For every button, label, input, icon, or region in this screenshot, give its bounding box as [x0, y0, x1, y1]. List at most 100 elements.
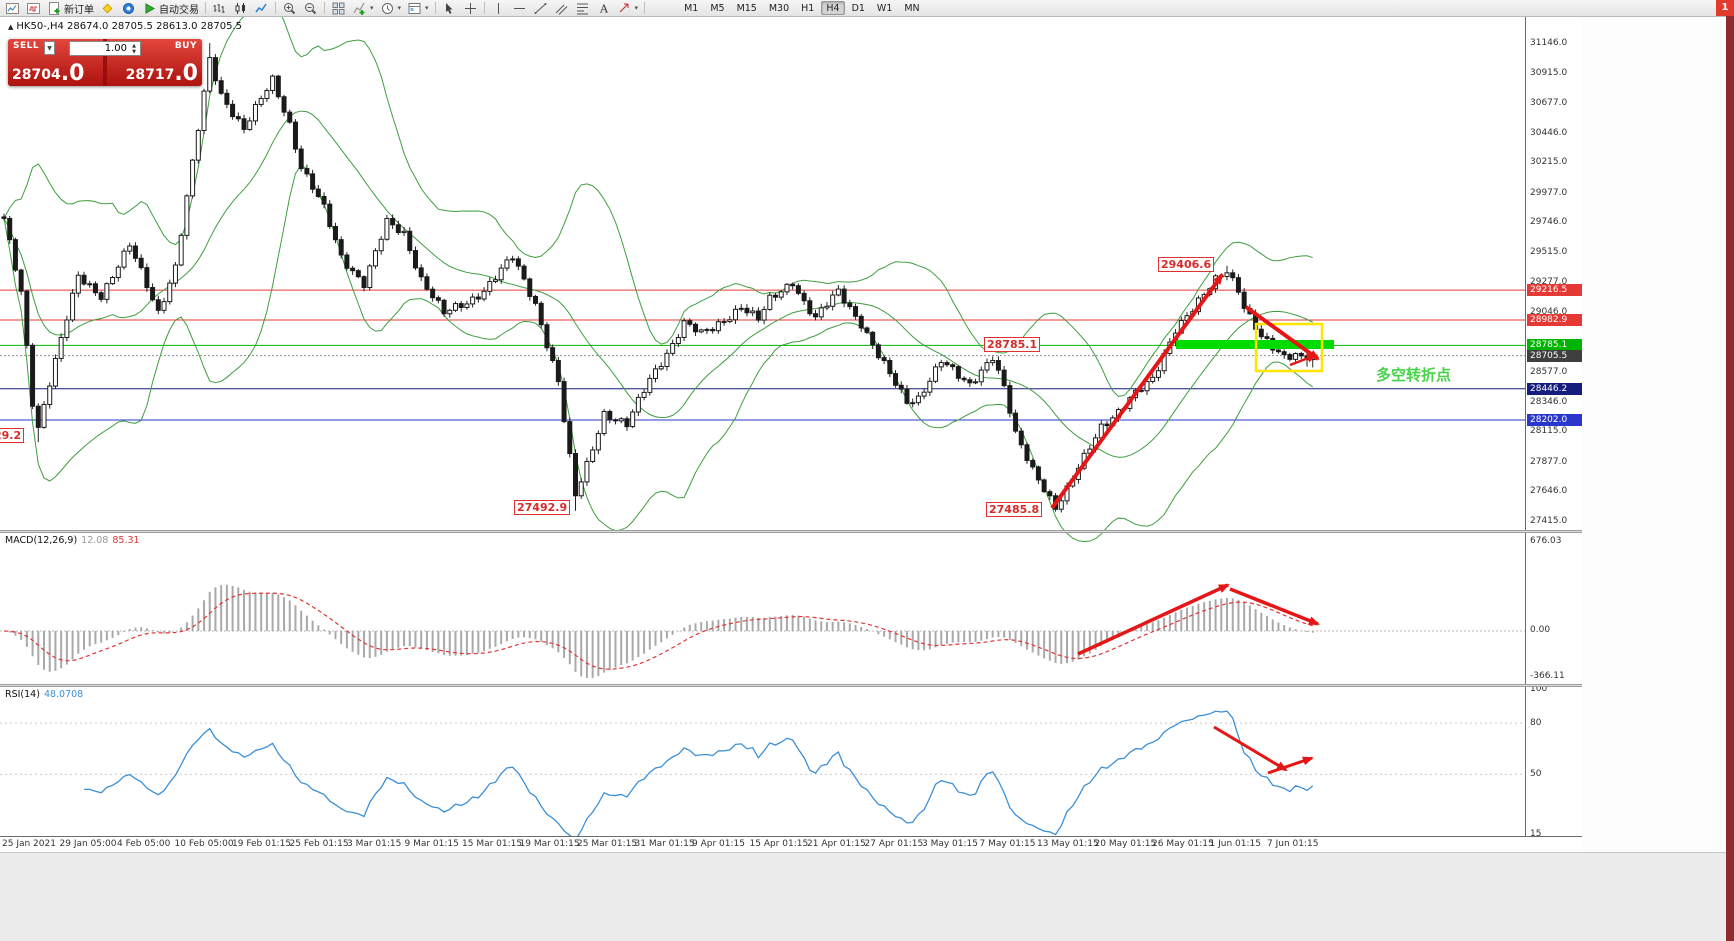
rsi-scale-label: 50 [1530, 769, 1542, 780]
tile-windows-button[interactable] [328, 1, 349, 16]
chart-bars-icon [212, 1, 227, 16]
timeframe-m15-button[interactable]: M15 [736, 3, 757, 14]
collapse-triangle-icon[interactable]: ▲ [8, 23, 14, 31]
time-axis-label: 13 May 01:15 [1037, 839, 1099, 849]
indicators-icon [352, 1, 367, 16]
arrows-tool-icon [617, 1, 632, 16]
ohlc-text: HK50-,H4 28674.0 28705.5 28613.0 28705.5 [16, 21, 242, 32]
fibonacci-button[interactable] [572, 1, 593, 16]
macd-name: MACD(12,26,9) [5, 535, 78, 546]
price-axis-label: 30915.0 [1530, 67, 1568, 78]
indicators-button[interactable]: ▾ [349, 1, 377, 16]
text-tool-button[interactable]: A [593, 1, 614, 16]
autotrading-label: 自动交易 [159, 4, 199, 16]
tick-chart-icon [26, 1, 41, 16]
toolbar-separator [434, 2, 436, 14]
time-axis[interactable]: 25 Jan 2021 29 Jan 05:00 4 Feb 05:00 10 Feb… [0, 837, 1582, 852]
macd-scale-label: 676.03 [1530, 536, 1562, 546]
trend-line-button[interactable] [530, 1, 551, 16]
toolbar-items: 新订单 自动交易 ▾ ▾ ▾ A ▾ M1 M5 M15 M30 H1 H4 D1 W1 MN [0, 0, 1734, 16]
timeframe-d1-button[interactable]: D1 [851, 3, 865, 14]
macd-scale-label: -366.11 [1530, 671, 1565, 681]
price-callout[interactable]: 29406.6 [1158, 257, 1215, 272]
chart-candles-button[interactable] [230, 1, 251, 16]
timeframe-h1-button[interactable]: H1 [801, 3, 815, 14]
dropdown-arrow-icon: ▾ [370, 4, 374, 12]
fibonacci-icon [575, 1, 590, 16]
time-axis-label: 4 Feb 05:00 [117, 839, 171, 849]
pane-separator-rsi[interactable] [0, 684, 1582, 687]
time-axis-label: 25 Feb 01:15 [289, 839, 349, 849]
rsi-indicator-label: RSI(14) 48.0708 [5, 689, 83, 700]
price-callout[interactable]: 28029.2 [0, 428, 25, 443]
spin-up-icon[interactable]: ▲ [132, 42, 136, 49]
buy-price: 28717.0 [125, 61, 198, 86]
timeframe-h4-button[interactable]: H4 [821, 1, 845, 15]
zoom-in-icon [282, 1, 297, 16]
timeframe-m1-button[interactable]: M1 [684, 3, 699, 14]
turning-point-annotation[interactable]: 多空转折点 [1376, 366, 1452, 384]
toolbar-separator [324, 2, 325, 14]
price-axis[interactable]: 31146.0 30915.0 30677.0 30446.0 30215.0 29977… [1525, 17, 1582, 839]
symbol-ohlc-line: ▲ HK50-,H4 28674.0 28705.5 28613.0 28705.… [8, 21, 242, 32]
price-axis-label: 29046.0 [1530, 306, 1568, 317]
window-scrollbar[interactable] [1726, 16, 1734, 941]
volume-spinner[interactable]: ▲ ▼ [129, 42, 139, 55]
notification-badge[interactable]: 1 [1716, 0, 1734, 16]
toolbar-separator [275, 2, 276, 14]
zoom-in-button[interactable] [279, 1, 300, 16]
crosshair-button[interactable] [460, 1, 481, 16]
timeframe-w1-button[interactable]: W1 [876, 3, 893, 14]
timeframe-m30-button[interactable]: M30 [768, 3, 790, 14]
metaeditor-icon [100, 1, 115, 16]
time-axis-label: 31 Mar 01:15 [634, 839, 695, 849]
volume-dropdown[interactable]: ▼ [44, 41, 55, 55]
time-axis-label: 26 May 01:15 [1152, 839, 1214, 849]
arrows-tool-button[interactable]: ▾ [614, 1, 642, 16]
metaeditor-button[interactable] [97, 1, 118, 16]
price-tag: 28785.1 [1527, 339, 1582, 352]
time-axis-label: 27 Apr 01:15 [864, 839, 924, 849]
rsi-scale-label: 80 [1530, 718, 1542, 729]
volume-input[interactable]: 1.00 ▲ ▼ [69, 41, 141, 56]
time-axis-label: 9 Apr 01:15 [692, 839, 745, 849]
vertical-line-button[interactable] [488, 1, 509, 16]
chart-plot-area[interactable]: ▲ HK50-,H4 28674.0 28705.5 28613.0 28705.… [0, 17, 1525, 837]
cursor-button[interactable] [439, 1, 460, 16]
chart-canvas[interactable] [0, 17, 1525, 837]
dropdown-arrow-icon: ▾ [425, 4, 429, 12]
tile-windows-icon [331, 1, 346, 16]
chart-window-button[interactable] [2, 1, 23, 16]
periods-button[interactable]: ▾ [377, 1, 405, 16]
templates-button[interactable]: ▾ [404, 1, 432, 16]
tick-chart-button[interactable] [23, 1, 44, 16]
vertical-line-icon [491, 1, 506, 16]
price-axis-label: 31146.0 [1530, 38, 1568, 49]
macd-value-signal: 85.31 [112, 535, 140, 546]
equidistant-channel-button[interactable] [551, 1, 572, 16]
community-button[interactable] [118, 1, 139, 16]
equidistant-channel-icon [554, 1, 569, 16]
autotrading-button[interactable]: 自动交易 [139, 1, 202, 16]
new-order-icon [47, 1, 62, 16]
new-order-label: 新订单 [64, 4, 94, 16]
spin-down-icon[interactable]: ▼ [132, 48, 136, 55]
chart-bars-button[interactable] [209, 1, 230, 16]
zoom-out-button[interactable] [300, 1, 321, 16]
rsi-name: RSI(14) [5, 689, 40, 700]
time-axis-label: 15 Apr 01:15 [749, 839, 809, 849]
price-callout[interactable]: 27485.8 [986, 502, 1043, 517]
chart-line-button[interactable] [251, 1, 272, 16]
timeframe-m5-button[interactable]: M5 [710, 3, 725, 14]
price-callout[interactable]: 28785.1 [984, 337, 1041, 352]
timeframe-mn-button[interactable]: MN [904, 3, 920, 14]
time-axis-line [0, 836, 1582, 837]
pane-separator-macd[interactable] [0, 530, 1582, 533]
new-order-button[interactable]: 新订单 [44, 1, 97, 16]
horizontal-line-button[interactable] [509, 1, 530, 16]
price-axis-label: 27646.0 [1530, 486, 1568, 497]
templates-icon [407, 1, 422, 16]
price-callout[interactable]: 27492.9 [514, 500, 571, 515]
price-axis-label: 28346.0 [1530, 396, 1568, 407]
